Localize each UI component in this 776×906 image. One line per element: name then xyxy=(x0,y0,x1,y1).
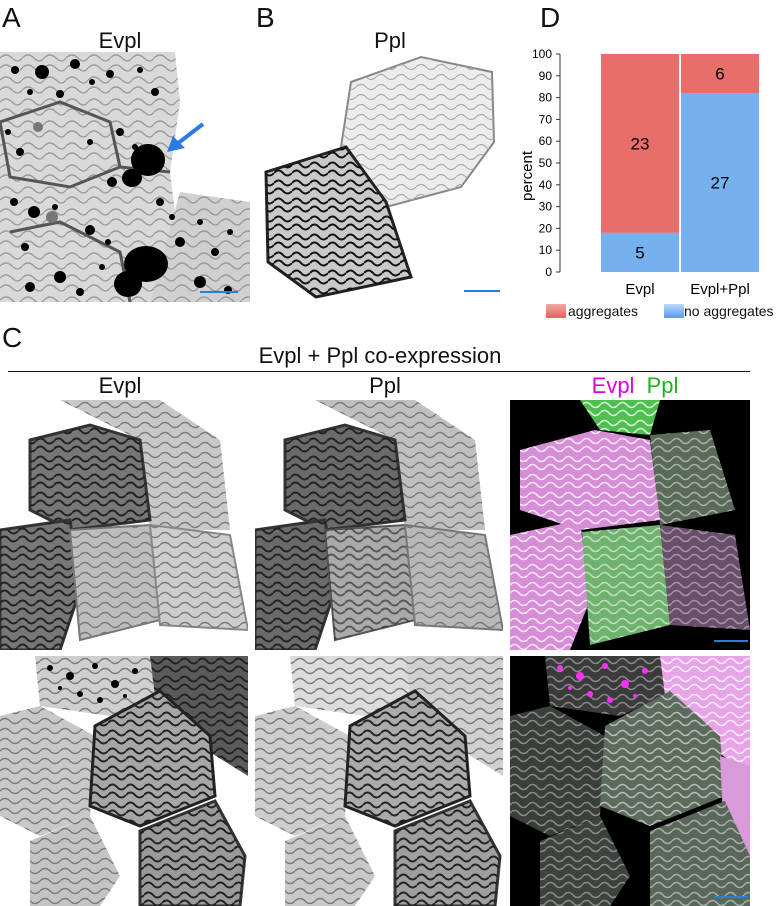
panel-a-micrograph xyxy=(0,52,250,302)
c-row1-evpl-image xyxy=(0,400,248,650)
legend-aggregates-swatch xyxy=(546,304,566,318)
y-axis-label: percent xyxy=(519,150,536,201)
y-axis: 0 10 20 30 40 50 60 70 80 90 100 xyxy=(532,47,561,279)
scale-bar-c-row1 xyxy=(714,640,748,642)
y-tick-label: 50 xyxy=(539,156,553,170)
panel-a-image xyxy=(0,52,250,302)
x-axis: Evpl Evpl+Ppl xyxy=(625,281,749,298)
bar-segment-no-aggregates-2 xyxy=(681,93,759,272)
panel-letter-a: A xyxy=(2,2,21,33)
y-tick-label: 0 xyxy=(545,265,552,279)
y-tick-label: 20 xyxy=(539,221,553,235)
panel-letter-c: C xyxy=(2,322,23,353)
bar-count-label: 5 xyxy=(635,243,644,262)
panel-a-title: Evpl xyxy=(98,28,142,53)
c-row1-merge-image xyxy=(510,400,750,650)
c-row1-ppl xyxy=(255,400,503,650)
legend-aggregates-label: aggregates xyxy=(568,303,639,319)
c-row2-evpl xyxy=(0,656,248,906)
y-tick-label: 70 xyxy=(539,112,553,126)
panel-b-title: Ppl xyxy=(374,28,406,53)
panel-b-image xyxy=(264,55,496,299)
panel-c-col2-title: Ppl xyxy=(369,373,401,398)
y-tick-label: 60 xyxy=(539,134,553,148)
c-row2-merge-image xyxy=(510,656,750,906)
bars: 5 23 27 6 xyxy=(601,54,759,272)
panel-b-micrograph xyxy=(256,52,500,302)
y-tick-label: 90 xyxy=(539,69,553,83)
c-row2-evpl-image xyxy=(0,656,248,906)
c-row2-merge xyxy=(510,656,750,906)
bar-segment-aggregates-1 xyxy=(601,54,679,233)
scale-bar-a xyxy=(200,291,238,293)
y-tick-label: 10 xyxy=(539,243,553,257)
bar-segment-aggregates-2 xyxy=(681,54,759,94)
panel-letter-d: D xyxy=(540,2,561,33)
c-row1-ppl-image xyxy=(255,400,503,650)
y-tick-label: 30 xyxy=(539,200,553,214)
y-tick-label: 80 xyxy=(539,91,553,105)
merge-title-ppl: Ppl xyxy=(646,373,679,398)
bar-segment-no-aggregates-1 xyxy=(601,232,679,272)
y-tick-label: 40 xyxy=(539,178,553,192)
panel-c-divider xyxy=(8,371,750,372)
bar-count-label: 6 xyxy=(715,65,724,84)
c-row2-ppl xyxy=(255,656,503,906)
panel-c-heading: Evpl + Ppl co-expression xyxy=(258,343,502,368)
bar-count-label: 27 xyxy=(711,174,730,193)
panel-c-col3-title: Evpl Ppl xyxy=(545,375,725,397)
bar-count-label: 23 xyxy=(631,134,650,153)
scale-bar-c-row2 xyxy=(714,896,748,898)
c-row2-ppl-image xyxy=(255,656,503,906)
merge-title-evpl: Evpl xyxy=(591,373,635,398)
c-row1-merge xyxy=(510,400,750,650)
y-tick-label: 100 xyxy=(532,47,552,61)
x-tick-label: Evpl+Ppl xyxy=(690,281,750,298)
panel-c-col1-title: Evpl xyxy=(98,373,142,398)
stacked-bar-chart: 0 10 20 30 40 50 60 70 80 90 100 5 23 27 6 Evpl Evpl+P… xyxy=(519,47,759,298)
c-row1-evpl xyxy=(0,400,248,650)
x-tick-label: Evpl xyxy=(625,281,654,298)
legend-no-aggregates-label: no aggregates xyxy=(684,303,774,319)
scale-bar-b xyxy=(464,290,500,292)
arrow-icon xyxy=(167,122,205,152)
panel-letter-b: B xyxy=(256,2,275,33)
legend-no-aggregates-swatch xyxy=(664,304,684,318)
